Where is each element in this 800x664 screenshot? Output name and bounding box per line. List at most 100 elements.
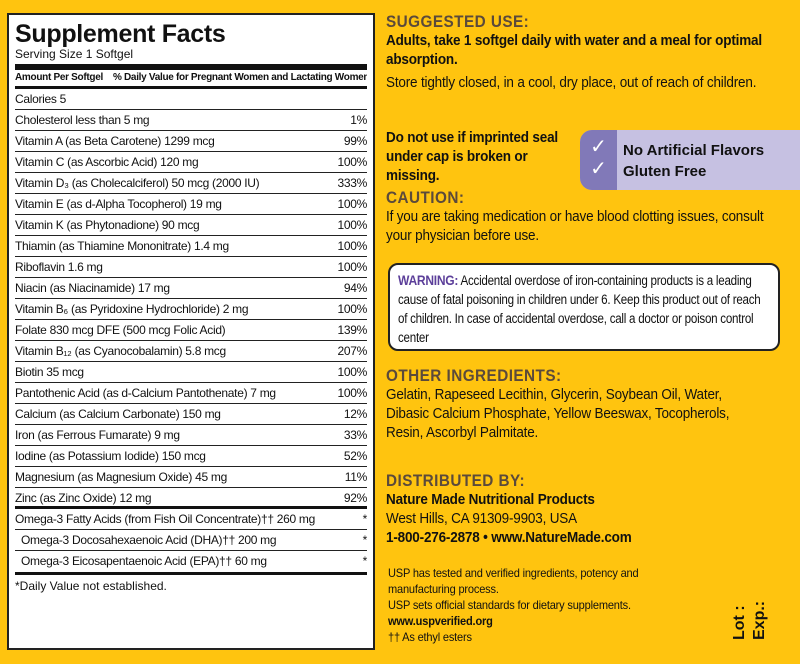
nutrient-row: Calcium (as Calcium Carbonate) 150 mg 12% (15, 404, 367, 425)
warning-text: Accidental overdose of iron-containing p… (398, 273, 761, 345)
daily-value: * (362, 554, 368, 568)
nutrient-name: Iron (as Ferrous Fumarate) 9 mg (15, 428, 180, 442)
nutrient-row: Vitamin K (as Phytonadione) 90 mcg 100% (15, 215, 367, 236)
daily-value: 1% (350, 113, 367, 127)
daily-value: 33% (343, 428, 367, 442)
daily-value: 100% (337, 218, 368, 232)
amount-header: Amount Per Softgel (15, 72, 103, 83)
caution-heading: CAUTION: (386, 188, 465, 207)
daily-value: 139% (337, 323, 368, 337)
nutrient-row: Vitamin C (as Ascorbic Acid) 120 mg 100% (15, 152, 367, 173)
nutrient-row: Vitamin D₃ (as Cholecalciferol) 50 mcg (… (15, 173, 367, 194)
nutrient-row: Vitamin B₆ (as Pyridoxine Hydrochloride)… (15, 299, 367, 320)
nutrient-name: Vitamin B₁₂ (as Cyanocobalamin) 5.8 mcg (15, 344, 226, 358)
nutrient-name: Omega-3 Eicosapentaenoic Acid (EPA)†† 60… (21, 554, 267, 568)
nutrient-row: Pantothenic Acid (as d-Calcium Pantothen… (15, 383, 367, 404)
caution-text: If you are taking medication or have blo… (386, 208, 764, 244)
daily-value: 11% (344, 470, 368, 484)
nutrient-name: Vitamin E (as d-Alpha Tocopherol) 19 mg (15, 197, 222, 211)
contact: 1-800-276-2878 • www.NatureMade.com (386, 529, 632, 546)
calories-row: Calories 5 (15, 89, 367, 110)
footnote: *Daily Value not established. (15, 579, 167, 593)
warning-label: WARNING: (398, 272, 459, 288)
nutrient-name: Magnesium (as Magnesium Oxide) 45 mg (15, 470, 227, 484)
suggested-bold: Adults, take 1 softgel daily with water … (386, 32, 762, 68)
suggested-text: Store tightly closed, in a cool, dry pla… (386, 74, 757, 91)
daily-value: * (362, 512, 368, 526)
ingredients-heading: OTHER INGREDIENTS: (386, 366, 562, 385)
suggested-heading: SUGGESTED USE: (386, 12, 530, 31)
nutrient-name: Riboflavin 1.6 mg (15, 260, 103, 274)
daily-value: 100% (337, 155, 368, 169)
nutrient-name: Zinc (as Zinc Oxide) 12 mg (15, 491, 152, 505)
caution: CAUTION: If you are taking medication or… (386, 188, 782, 245)
company: Nature Made Nutritional Products (386, 491, 595, 508)
daily-value: 100% (337, 386, 368, 400)
nutrient-row: Thiamin (as Thiamine Mononitrate) 1.4 mg… (15, 236, 367, 257)
daily-value: 12% (343, 407, 367, 421)
nutrient-name: Vitamin K (as Phytonadione) 90 mcg (15, 218, 200, 232)
daily-value: 94% (343, 281, 367, 295)
daily-value: 100% (337, 239, 368, 253)
nutrient-row: Omega-3 Fatty Acids (from Fish Oil Conce… (15, 509, 367, 530)
nutrient-row: Folate 830 mcg DFE (500 mcg Folic Acid) 1… (15, 320, 367, 341)
usp-url: www.uspverified.org (388, 614, 493, 628)
supplement-facts-panel: Supplement Facts Serving Size 1 Softgel … (7, 13, 375, 650)
nutrient-name: Thiamin (as Thiamine Mononitrate) 1.4 mg (15, 239, 229, 253)
divider (15, 64, 367, 70)
daily-value: 333% (337, 176, 368, 190)
daily-value: 100% (337, 260, 368, 274)
daily-value: 100% (337, 365, 368, 379)
lot-label: Lot : (731, 605, 748, 640)
nutrient-name: Biotin 35 mcg (15, 365, 84, 379)
usp-line1: USP has tested and verified ingredients,… (388, 566, 639, 596)
nutrient-name: Pantothenic Acid (as d-Calcium Pantothen… (15, 386, 276, 400)
nutrient-row: Cholesterol less than 5 mg 1% (15, 110, 367, 131)
nutrient-row: Omega-3 Eicosapentaenoic Acid (EPA)†† 60… (15, 551, 367, 572)
nutrient-name: Vitamin C (as Ascorbic Acid) 120 mg (15, 155, 199, 169)
daily-value: * (362, 533, 368, 547)
nutrient-row: Magnesium (as Magnesium Oxide) 45 mg 11% (15, 467, 367, 488)
usp-line2: USP sets official standards for dietary … (388, 598, 631, 612)
nutrient-name: Vitamin A (as Beta Carotene) 1299 mcg (15, 134, 215, 148)
daily-value: 92% (343, 491, 367, 505)
nutrient-row: Niacin (as Niacinamide) 17 mg 94% (15, 278, 367, 299)
daily-value: 207% (337, 344, 368, 358)
nutrient-name: Niacin (as Niacinamide) 17 mg (15, 281, 170, 295)
other-ingredients: OTHER INGREDIENTS: Gelatin, Rapeseed Lec… (386, 366, 786, 442)
distributed-heading: DISTRIBUTED BY: (386, 471, 526, 490)
lot-exp: Lot : Exp.: (730, 601, 770, 640)
claim: Gluten Free (623, 163, 707, 180)
nutrient-name: Vitamin D₃ (as Cholecalciferol) 50 mcg (… (15, 176, 260, 190)
warning-box: WARNING: Accidental overdose of iron-con… (388, 263, 780, 351)
suggested-use: SUGGESTED USE: Adults, take 1 softgel da… (386, 12, 786, 92)
nutrient-row: Iodine (as Potassium Iodide) 150 mcg 52% (15, 446, 367, 467)
daily-value: 52% (343, 449, 367, 463)
nutrient-row: Omega-3 Docosahexaenoic Acid (DHA)†† 200… (15, 530, 367, 551)
facts-header: Amount Per Softgel % Daily Value for Preg… (15, 70, 367, 86)
address: West Hills, CA 91309-9903, USA (386, 510, 577, 527)
nutrient-name: Cholesterol less than 5 mg (15, 113, 150, 127)
ingredients-text: Gelatin, Rapeseed Lecithin, Glycerin, So… (386, 386, 730, 441)
nutrient-row: Biotin 35 mcg 100% (15, 362, 367, 383)
nutrient-name: Folate 830 mcg DFE (500 mcg Folic Acid) (15, 323, 226, 337)
nutrient-row: Riboflavin 1.6 mg 100% (15, 257, 367, 278)
calories: Calories 5 (15, 92, 67, 106)
usp-info: USP has tested and verified ingredients,… (388, 565, 682, 645)
facts-title: Supplement Facts (15, 20, 226, 48)
divider (15, 86, 367, 89)
nutrient-name: Iodine (as Potassium Iodide) 150 mcg (15, 449, 206, 463)
daily-value: 100% (337, 302, 368, 316)
dv-header: % Daily Value for Pregnant Women and Lac… (112, 72, 367, 83)
claims-badge: ✓ ✓ No Artificial Flavors Gluten Free (580, 130, 800, 190)
ester-note: †† As ethyl esters (388, 630, 472, 644)
warning-content: WARNING: Accidental overdose of iron-con… (398, 271, 768, 347)
serving-size: Serving Size 1 Softgel (15, 47, 134, 61)
daily-value: 100% (337, 197, 368, 211)
nutrient-name: Omega-3 Docosahexaenoic Acid (DHA)†† 200… (21, 533, 277, 547)
nutrient-row: Iron (as Ferrous Fumarate) 9 mg 33% (15, 425, 367, 446)
claim: No Artificial Flavors (623, 142, 765, 159)
nutrient-name: Vitamin B₆ (as Pyridoxine Hydrochloride)… (15, 302, 249, 316)
check-icon: ✓ (590, 158, 607, 180)
nutrient-row: Vitamin A (as Beta Carotene) 1299 mcg 99% (15, 131, 367, 152)
